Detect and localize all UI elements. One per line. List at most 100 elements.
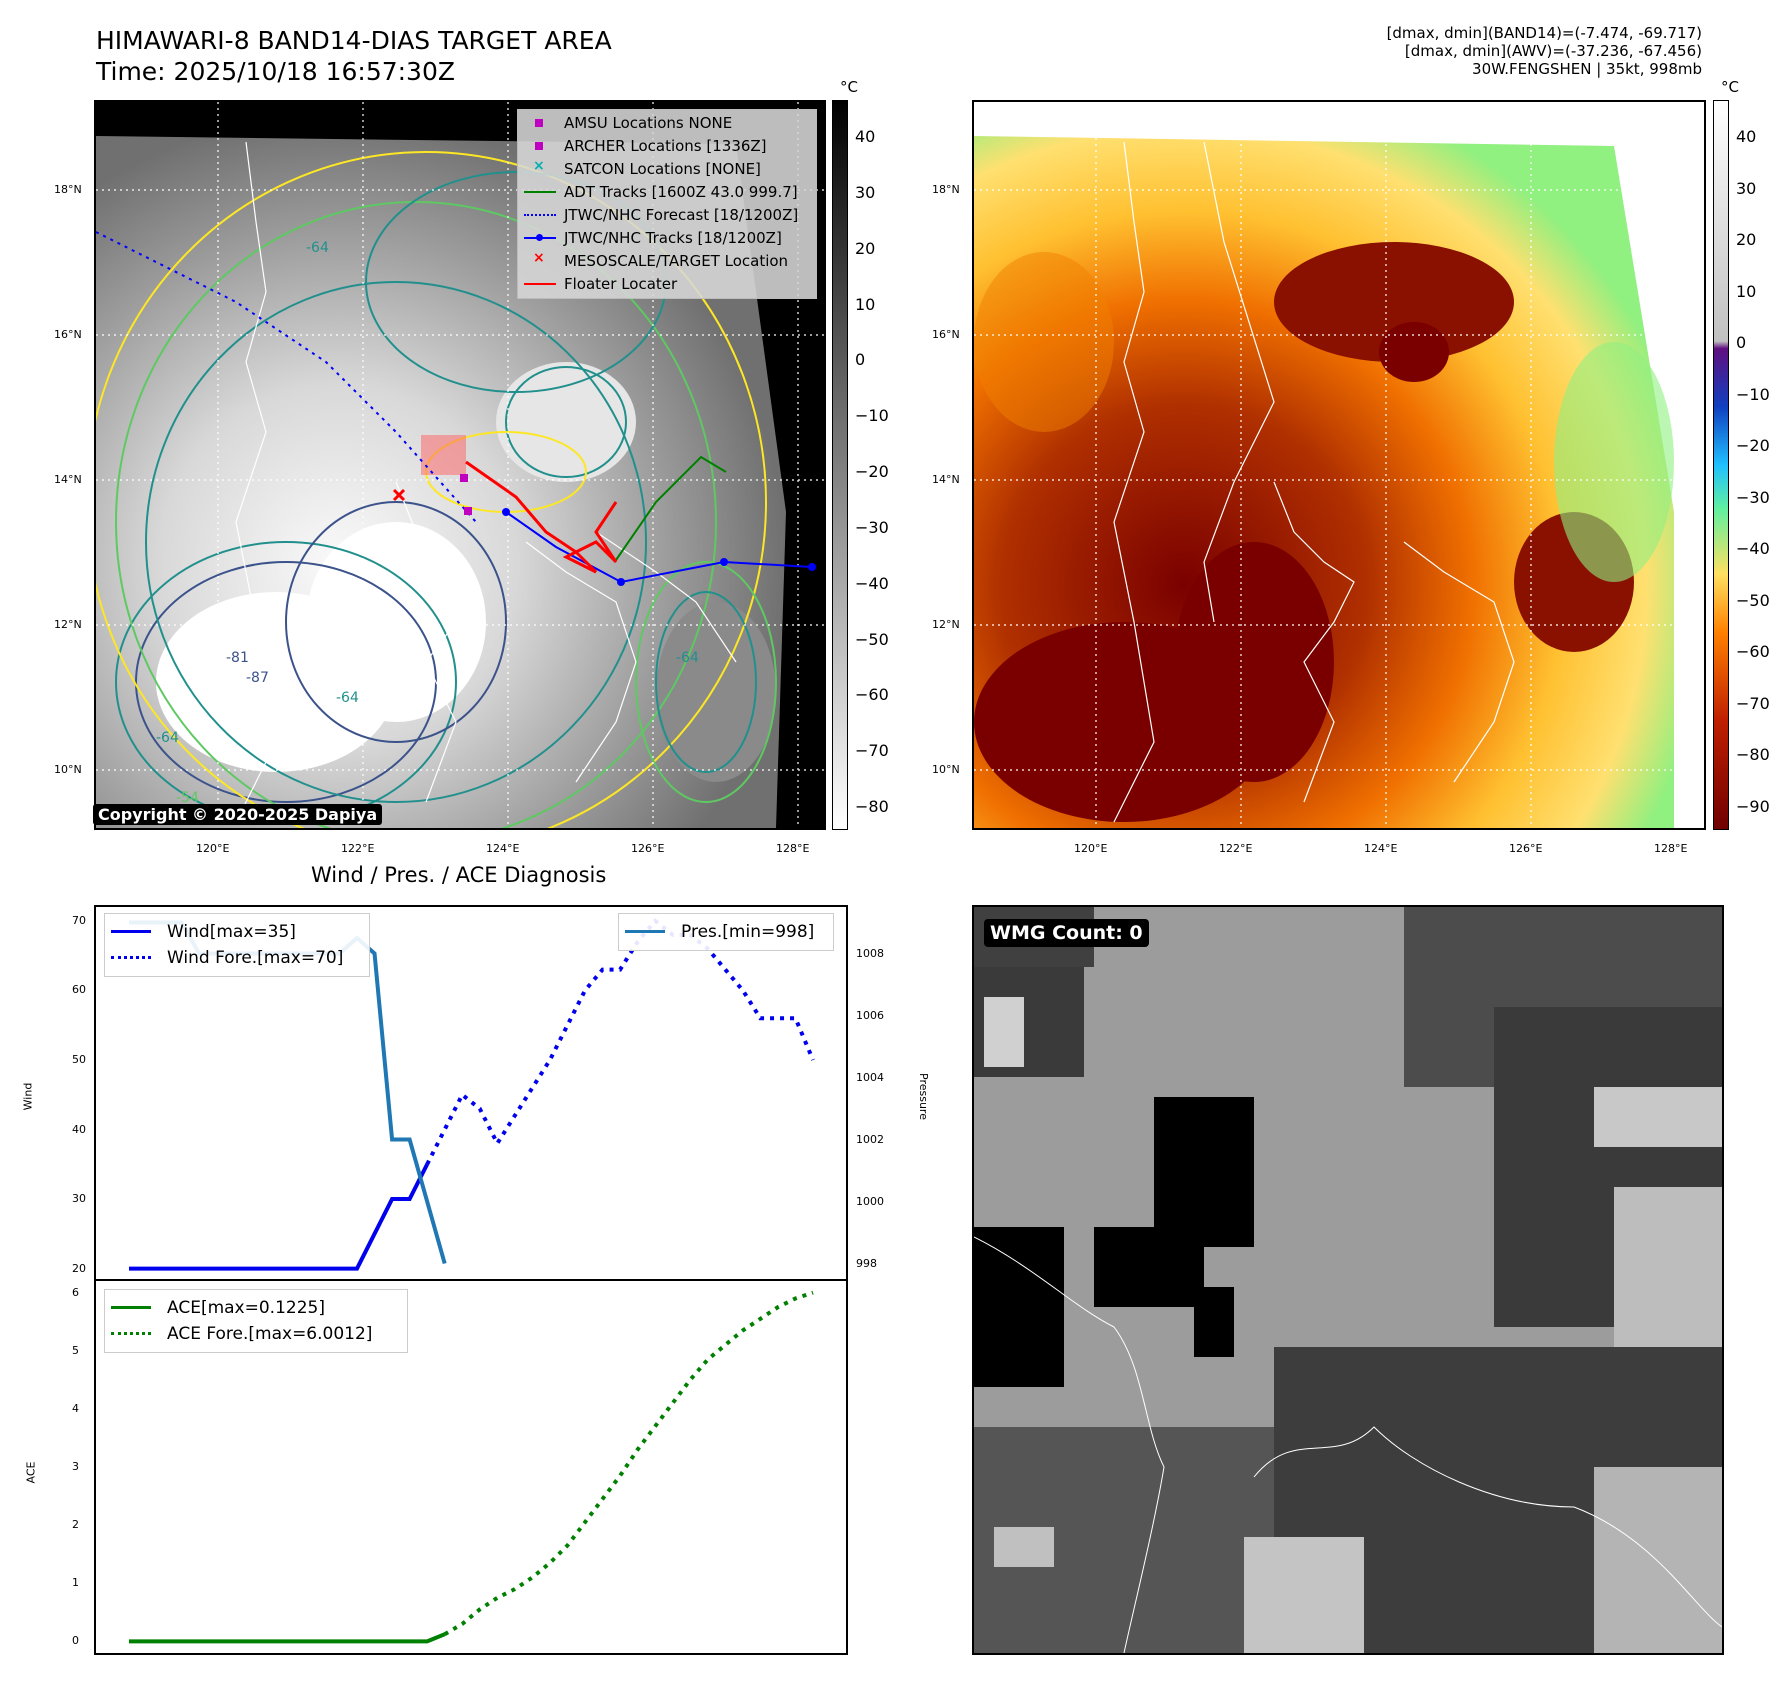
y2-tick-label: 998 [856,1256,877,1270]
colorbar-tick-label: −80 [855,797,889,816]
pressure-legend: Pres.[min=998] [618,913,834,951]
line-marker-icon [111,930,151,933]
lat-tick-label: 12°N [54,618,82,631]
y-tick-label: 6 [72,1285,79,1299]
line-marker-icon [524,191,556,193]
diag-title: Wind / Pres. / ACE Diagnosis [311,863,607,887]
figure-title-line2: Time: 2025/10/18 16:57:30Z [96,57,455,86]
y-tick-label: 5 [72,1343,79,1357]
x-marker-icon: × [533,250,545,266]
colorbar-tick-label: −70 [1736,693,1770,713]
line-marker-icon [524,283,556,285]
colorbar-right [1713,100,1729,830]
lat-tick-label: 12°N [932,618,960,631]
y2-tick-label: 1002 [856,1132,884,1146]
lat-tick-label: 10°N [54,763,82,776]
contour-label: -64 [156,730,179,746]
dotted-line-icon [111,1332,151,1335]
series-line [129,1632,446,1644]
dotted-line-icon [111,956,151,959]
y-tick-label: 1 [72,1576,79,1590]
contour-label: -64 [676,650,699,666]
wmg-graphic [974,907,1722,1653]
map-legend: AMSU Locations NONE ARCHER Locations [13… [517,109,817,299]
storm-info: 30W.FENGSHEN | 35kt, 998mb [1472,60,1702,78]
lon-tick-label: 128°E [776,842,810,855]
dmax-awv: [dmax, dmin](AWV)=(-37.236, -67.456) [1404,42,1702,60]
lon-tick-label: 124°E [1364,842,1398,855]
lat-tick-label: 10°N [932,763,960,776]
ace-legend: ACE[max=0.1225] ACE Fore.[max=6.0012] [104,1289,408,1353]
y-tick-label: 30 [72,1192,86,1206]
colorbar-left [832,100,848,830]
y-tick-label: 50 [72,1052,86,1066]
colorbar-tick-label: 10 [1736,281,1757,301]
colorbar-right-unit: °C [1721,78,1739,96]
colorbar-left-unit: °C [840,78,858,96]
dmax-dmin-header: [dmax, dmin](BAND14)=(-7.474, -69.717) [… [1387,24,1702,78]
line-marker-icon [625,930,665,933]
colorbar-tick-label: 20 [855,238,876,258]
x-marker-icon: × [533,158,545,174]
y2-tick-label: 1004 [856,1070,884,1084]
colorbar-tick-label: −10 [855,406,889,426]
y-tick-label: 70 [72,913,86,927]
colorbar-tick-label: 40 [855,127,876,146]
lat-tick-label: 16°N [932,328,960,341]
lon-tick-label: 120°E [1074,842,1108,855]
colorbar-tick-label: −60 [855,685,889,705]
y-tick-label: 3 [72,1460,79,1473]
series-line [425,918,815,1166]
colorbar-tick-label: −50 [855,629,889,649]
y2-tick-label: 1008 [856,946,884,960]
colorbar-tick-label: −10 [1736,384,1770,404]
colorbar-tick-label: −30 [1736,487,1770,507]
wind-axis-label: Wind [21,1082,35,1111]
lon-tick-label: 126°E [1509,842,1543,855]
contour-label: -64 [336,690,359,706]
contour-label: -87 [246,670,269,686]
colorbar-tick-label: 30 [1736,178,1757,198]
lon-tick-label: 122°E [341,842,375,855]
lon-tick-label: 124°E [486,842,520,855]
y2-tick-label: 1006 [856,1008,884,1022]
y-tick-label: 4 [72,1401,79,1415]
contour-label: -64 [306,240,329,256]
lon-tick-label: 126°E [631,842,665,855]
colorbar-tick-label: −60 [1736,642,1770,662]
wmg-panel [972,905,1724,1655]
colorbar-tick-label: −80 [1736,745,1770,765]
lat-tick-label: 14°N [54,473,82,486]
y-tick-label: 0 [72,1634,79,1648]
color-ir-map-graphic [974,102,1704,828]
series-line [129,1163,429,1271]
dotted-line-icon [524,214,556,216]
y-tick-label: 40 [72,1122,86,1136]
pressure-axis-label: Pressure [916,1073,930,1120]
dmax-band14: [dmax, dmin](BAND14)=(-7.474, -69.717) [1386,24,1702,42]
color-ir-map [972,100,1706,830]
colorbar-tick-label: 0 [1736,333,1747,353]
ace-axis-label: ACE [24,1461,38,1484]
series-line [443,1290,814,1636]
lon-tick-label: 122°E [1219,842,1253,855]
colorbar-tick-label: −20 [855,462,889,481]
colorbar-tick-label: −50 [1736,590,1770,610]
y2-tick-label: 1000 [856,1194,884,1208]
wind-legend: Wind[max=35] Wind Fore.[max=70] [104,913,370,977]
ir-contour-map-graphic: -81 -87 -64 -64 -64 -64 -54 [96,102,824,828]
contour-label: -81 [226,650,249,666]
colorbar-tick-label: 0 [855,350,866,370]
lat-tick-label: 16°N [54,328,82,341]
colorbar-tick-label: 40 [1736,127,1757,146]
lat-tick-label: 14°N [932,473,960,486]
colorbar-tick-label: −30 [855,517,889,537]
y-tick-label: 60 [72,983,86,997]
y-tick-label: 2 [72,1518,79,1532]
colorbar-tick-label: −70 [855,741,889,761]
wmg-count-badge: WMG Count: 0 [984,919,1149,947]
square-marker-icon [535,119,543,127]
square-marker-icon [535,142,543,150]
figure-title-line1: HIMAWARI-8 BAND14-DIAS TARGET AREA [96,26,612,55]
lon-tick-label: 120°E [196,842,230,855]
